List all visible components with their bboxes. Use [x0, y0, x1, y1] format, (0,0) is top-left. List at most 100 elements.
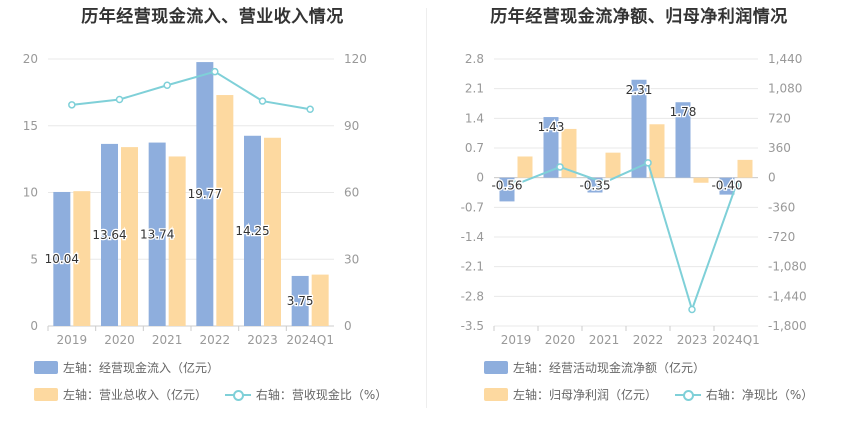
bar-value-label: 13.74	[140, 227, 174, 241]
y-tick-left: 2.8	[465, 52, 484, 66]
ratio-point	[211, 67, 219, 76]
bar-value-label: 2.31	[626, 83, 653, 97]
y-tick-left: -1.4	[461, 230, 484, 244]
ratio-line	[71, 70, 311, 111]
chart-panel-right: 历年经营现金流净额、归母净利润情况 -3.5 -2.8 -2.1 -1.4 -0.7 0 0…	[428, 0, 850, 437]
bar-primary	[675, 102, 691, 178]
legend-label: 左轴：归母净利润（亿元）	[513, 388, 658, 402]
legend-label: 左轴：营业总收入（亿元）	[63, 388, 208, 402]
y-tick-left: 5	[30, 252, 38, 266]
y-tick-right: 360	[768, 141, 791, 155]
y-tick-left: 2.1	[465, 82, 484, 96]
bar-primary	[631, 79, 647, 178]
chart-svg-right: -3.5 -2.8 -2.1 -1.4 -0.7 0 0.7 1.4 2.1 2.8 -1,800 -…	[461, 52, 807, 347]
bar-primary	[244, 135, 261, 326]
y-tick-left: -3.5	[461, 319, 484, 333]
bar-value-label: 19.77	[188, 187, 222, 201]
bar-secondary	[605, 152, 621, 178]
legend-item-revenue[interactable]: 左轴：营业总收入（亿元）	[34, 386, 207, 403]
y-tick-left: -0.7	[461, 200, 484, 214]
x-tick-label: 2024Q1	[286, 333, 334, 347]
x-tick-label: 2022	[633, 333, 664, 347]
x-tick-label: 2021	[152, 333, 183, 347]
x-tick-label: 2020	[545, 333, 576, 347]
legend-left: 左轴：经营现金流入（亿元） 左轴：营业总收入（亿元） 右轴：营收现金比（%）	[34, 359, 401, 404]
x-tick-label: 2020	[104, 333, 135, 347]
y-tick-left: -2.8	[461, 289, 484, 303]
bar-secondary	[311, 274, 329, 326]
bar-primary	[148, 142, 166, 326]
bar-secondary	[649, 124, 665, 178]
y-tick-left: -2.1	[461, 260, 484, 274]
x-tick-label: 2022	[200, 333, 231, 347]
bar-value-label: 1.43	[538, 120, 565, 134]
bar-value-label: 14.25	[235, 224, 269, 238]
x-tick-label: 2023	[247, 333, 278, 347]
ratio-point	[644, 159, 652, 167]
bar-secondary	[693, 177, 709, 183]
y-tick-left: 10	[23, 186, 38, 200]
bar-value-label: 1.78	[670, 105, 697, 119]
legend-label: 左轴：经营活动现金流净额（亿元）	[513, 361, 706, 375]
bar-value-label: -0.35	[579, 179, 610, 193]
ratio-point	[732, 181, 740, 190]
bar-primary	[719, 177, 735, 195]
bar-secondary	[517, 156, 533, 178]
y-tick-right: 30	[344, 252, 359, 266]
legend-right: 左轴：经营活动现金流净额（亿元） 左轴：归母净利润（亿元） 右轴：净现比（%）	[484, 359, 827, 404]
y-tick-right: -720	[768, 230, 795, 244]
bar-primary	[101, 143, 118, 326]
legend-label: 右轴：营收现金比（%）	[255, 388, 388, 402]
x-tick-label: 2024Q1	[712, 333, 760, 347]
y-tick-right: -360	[768, 200, 795, 214]
bar-secondary	[73, 191, 91, 326]
x-tick-label: 2023	[677, 333, 708, 347]
bar-secondary	[561, 128, 577, 178]
ratio-point	[556, 163, 564, 171]
bar-value-label: -0.40	[711, 179, 742, 193]
y-tick-right: 60	[344, 186, 359, 200]
bar-secondary	[121, 147, 138, 326]
ratio-point	[600, 178, 608, 187]
y-tick-right: 120	[344, 52, 367, 66]
ratio-point	[163, 81, 171, 90]
bar-primary	[499, 177, 515, 202]
y-tick-left: 1.4	[465, 111, 484, 125]
legend-label: 左轴：经营现金流入（亿元）	[63, 361, 220, 375]
y-tick-right: 720	[768, 111, 791, 125]
y-tick-right: 90	[344, 119, 359, 133]
y-tick-right: 0	[344, 319, 352, 333]
y-tick-left: 0	[30, 319, 38, 333]
panel-divider	[426, 8, 427, 408]
y-tick-left: 0	[476, 171, 484, 185]
y-tick-right: 1,440	[768, 52, 802, 66]
x-tick-label: 2019	[57, 333, 88, 347]
legend-swatch-yellow	[34, 388, 58, 401]
chart-title-left: 历年经营现金流入、营业收入情况	[81, 7, 344, 27]
y-tick-right: -1,800	[768, 319, 807, 333]
legend-item-net-profit[interactable]: 左轴：归母净利润（亿元）	[484, 386, 657, 403]
legend-swatch-yellow	[484, 388, 508, 401]
ratio-line	[515, 161, 737, 313]
x-tick-label: 2021	[589, 333, 620, 347]
bar-secondary	[264, 137, 281, 326]
ratio-point	[68, 101, 76, 109]
bar-secondary	[168, 156, 186, 326]
legend-item-net-cash-ratio[interactable]: 右轴：净现比（%）	[674, 386, 814, 403]
ratio-point	[512, 180, 520, 189]
legend-line-swatch	[674, 388, 701, 401]
legend-swatch-blue	[34, 361, 58, 374]
legend-item-cash-ratio[interactable]: 右轴：营收现金比（%）	[224, 386, 388, 403]
legend-item-cash-inflow[interactable]: 左轴：经营现金流入（亿元）	[34, 359, 219, 376]
chart-title-right: 历年经营现金流净额、归母净利润情况	[490, 7, 788, 27]
ratio-point	[306, 105, 314, 114]
y-tick-left: 15	[23, 119, 38, 133]
bar-secondary	[737, 159, 753, 178]
bar-secondary	[216, 95, 234, 326]
y-tick-left: 20	[23, 52, 38, 66]
ratio-point	[688, 305, 696, 314]
legend-item-net-cash-flow[interactable]: 左轴：经营活动现金流净额（亿元）	[484, 359, 705, 376]
y-tick-left: 0.7	[465, 141, 484, 155]
legend-label: 右轴：净现比（%）	[705, 388, 814, 402]
legend-line-swatch	[224, 388, 251, 401]
